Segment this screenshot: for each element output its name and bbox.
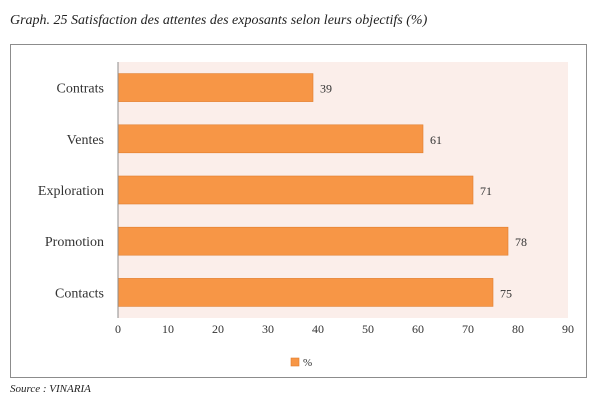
x-tick-label: 70 xyxy=(462,322,474,336)
x-tick-label: 0 xyxy=(115,322,121,336)
bar-contrats xyxy=(117,73,314,102)
category-label: Contacts xyxy=(55,286,104,301)
data-label: 75 xyxy=(500,286,512,300)
data-label: 78 xyxy=(515,235,527,249)
x-tick-label: 60 xyxy=(412,322,424,336)
x-tick-label: 50 xyxy=(362,322,374,336)
chart-caption: Graph. 25 Satisfaction des attentes des … xyxy=(10,13,428,28)
x-tick-label: 90 xyxy=(562,322,574,336)
x-tick-label: 20 xyxy=(212,322,224,336)
x-tick-label: 30 xyxy=(262,322,274,336)
bar-exploration xyxy=(117,175,474,205)
category-label: Contrats xyxy=(57,82,104,97)
data-label: 39 xyxy=(320,82,332,96)
x-tick-label: 10 xyxy=(162,322,174,336)
legend-swatch xyxy=(290,357,300,367)
legend: % xyxy=(290,357,312,369)
data-label: 61 xyxy=(430,133,442,147)
category-label: Ventes xyxy=(67,133,104,148)
data-label: 71 xyxy=(480,184,492,198)
source-note: Source : VINARIA xyxy=(10,383,91,395)
category-label: Exploration xyxy=(38,184,104,199)
x-tick-label: 80 xyxy=(512,322,524,336)
category-label: Promotion xyxy=(45,235,104,250)
legend-label: % xyxy=(303,357,312,369)
bar-promotion xyxy=(117,226,509,256)
bar-contacts xyxy=(117,278,494,307)
bar-ventes xyxy=(117,124,424,154)
x-tick-label: 40 xyxy=(312,322,324,336)
